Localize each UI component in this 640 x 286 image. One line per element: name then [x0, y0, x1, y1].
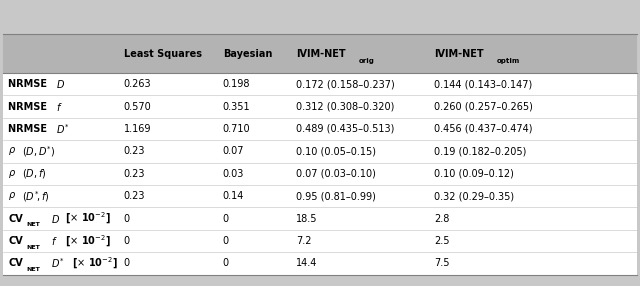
- Text: 0.03: 0.03: [223, 169, 244, 179]
- Text: 0: 0: [124, 236, 130, 246]
- Text: $f$: $f$: [48, 235, 58, 247]
- Text: $D^{*}$: $D^{*}$: [56, 122, 70, 136]
- Text: $\rho$: $\rho$: [8, 168, 17, 180]
- Text: $(D,f)$: $(D,f)$: [22, 167, 47, 180]
- Text: 0.95 (0.81–0.99): 0.95 (0.81–0.99): [296, 191, 376, 201]
- Text: [$\times$ 10$^{-2}$]: [$\times$ 10$^{-2}$]: [65, 211, 110, 226]
- Text: 0.23: 0.23: [124, 191, 145, 201]
- Text: NET: NET: [26, 245, 40, 250]
- Text: 0: 0: [223, 214, 229, 224]
- Text: 1.169: 1.169: [124, 124, 151, 134]
- Text: 0.351: 0.351: [223, 102, 250, 112]
- Text: 0: 0: [223, 236, 229, 246]
- Text: orig: orig: [359, 58, 375, 64]
- Text: 0.23: 0.23: [124, 146, 145, 156]
- Text: IVIM-NET: IVIM-NET: [434, 49, 484, 59]
- Text: 0: 0: [223, 258, 229, 268]
- Text: 0.19 (0.182–0.205): 0.19 (0.182–0.205): [434, 146, 526, 156]
- Text: 0.144 (0.143–0.147): 0.144 (0.143–0.147): [434, 79, 532, 89]
- Text: 0.312 (0.308–0.320): 0.312 (0.308–0.320): [296, 102, 395, 112]
- Text: 18.5: 18.5: [296, 214, 318, 224]
- Text: NRMSE: NRMSE: [8, 124, 51, 134]
- Text: NET: NET: [26, 222, 40, 227]
- Text: 0.260 (0.257–0.265): 0.260 (0.257–0.265): [434, 102, 532, 112]
- Text: NRMSE: NRMSE: [8, 79, 51, 89]
- Text: [$\times$ 10$^{-2}$]: [$\times$ 10$^{-2}$]: [72, 256, 118, 271]
- Text: NET: NET: [26, 267, 40, 272]
- Bar: [3, 73, 637, 275]
- Text: $D$: $D$: [48, 212, 61, 225]
- Text: 0.263: 0.263: [124, 79, 151, 89]
- Text: $(D,D^{*})$: $(D,D^{*})$: [22, 144, 56, 159]
- Text: 0.172 (0.158–0.237): 0.172 (0.158–0.237): [296, 79, 395, 89]
- Text: 0.198: 0.198: [223, 79, 250, 89]
- Text: Least Squares: Least Squares: [124, 49, 202, 59]
- Text: 2.5: 2.5: [434, 236, 449, 246]
- Text: Bayesian: Bayesian: [223, 49, 272, 59]
- Text: 0: 0: [124, 258, 130, 268]
- Text: CV: CV: [8, 258, 23, 268]
- Text: 0.710: 0.710: [223, 124, 250, 134]
- Text: 0.456 (0.437–0.474): 0.456 (0.437–0.474): [434, 124, 532, 134]
- Text: [$\times$ 10$^{-2}$]: [$\times$ 10$^{-2}$]: [65, 233, 110, 249]
- Text: $f$: $f$: [56, 101, 63, 112]
- Text: 0.07 (0.03–0.10): 0.07 (0.03–0.10): [296, 169, 376, 179]
- Text: 0.23: 0.23: [124, 169, 145, 179]
- Text: 2.8: 2.8: [434, 214, 449, 224]
- Bar: [3, 34, 637, 73]
- Text: $\rho$: $\rho$: [8, 190, 17, 202]
- Text: 0.32 (0.29–0.35): 0.32 (0.29–0.35): [434, 191, 514, 201]
- Text: CV: CV: [8, 236, 23, 246]
- Text: 0: 0: [124, 214, 130, 224]
- Text: 0.489 (0.435–0.513): 0.489 (0.435–0.513): [296, 124, 395, 134]
- Text: $(D^{*}\!,f)$: $(D^{*}\!,f)$: [22, 189, 50, 204]
- Text: 0.07: 0.07: [223, 146, 244, 156]
- Text: 14.4: 14.4: [296, 258, 317, 268]
- Text: $D$: $D$: [56, 78, 65, 90]
- Text: 0.10 (0.09–0.12): 0.10 (0.09–0.12): [434, 169, 514, 179]
- Text: $\rho$: $\rho$: [8, 145, 17, 157]
- Text: 0.570: 0.570: [124, 102, 151, 112]
- Text: 0.14: 0.14: [223, 191, 244, 201]
- Text: 7.2: 7.2: [296, 236, 312, 246]
- Text: IVIM-NET: IVIM-NET: [296, 49, 346, 59]
- Text: $D^{*}$: $D^{*}$: [48, 257, 65, 270]
- Text: NRMSE: NRMSE: [8, 102, 51, 112]
- Text: 7.5: 7.5: [434, 258, 449, 268]
- Text: CV: CV: [8, 214, 23, 224]
- Text: optim: optim: [497, 58, 520, 64]
- Text: 0.10 (0.05–0.15): 0.10 (0.05–0.15): [296, 146, 376, 156]
